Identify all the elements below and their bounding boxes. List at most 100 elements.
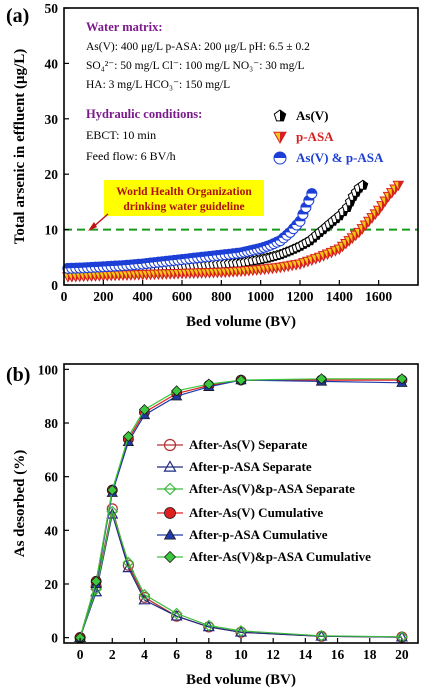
panel-b-x-axis-label: Bed volume (BV) [186, 672, 296, 688]
water-matrix-title: Water matrix: [86, 20, 162, 34]
legend-label: After-p-ASA Cumulative [189, 527, 328, 542]
panel-b-legend: After-As(V) Separate After-p-ASA Separate… [157, 437, 371, 564]
mixed-point-fill [306, 188, 317, 194]
panel-a-y-axis-label: Total arsenic in effluent (μg/L) [12, 49, 28, 244]
panel-a-axes: 0 200 400 600 800 1000 1200 1400 1600 0 10 20 30 40 50 [45, 1, 393, 304]
desorption-point [138, 593, 151, 605]
who-callout-box [104, 180, 264, 216]
legend-label: p-ASA [296, 129, 334, 144]
desorption-point [396, 373, 408, 385]
panel-b: (b) After-As(V) Separate After-p-ASA Sepa… [6, 362, 419, 688]
p-asa-point-fill [280, 132, 286, 143]
y-tick-label: 80 [45, 416, 59, 431]
panel-a-x-axis-label: Bed volume (BV) [186, 314, 296, 330]
x-tick-label: 0 [77, 647, 84, 662]
desorption-point [315, 373, 328, 385]
legend-label: After-As(V)&p-ASA Cumulative [189, 549, 371, 564]
desorption-point [138, 588, 151, 601]
x-tick-label: 20 [395, 647, 409, 662]
x-tick-label: 14 [299, 647, 313, 662]
panel-b-marks [74, 373, 408, 644]
who-callout: World Health Organization drinking water… [88, 180, 264, 231]
y-tick-label: 40 [45, 523, 59, 538]
desorption-point [202, 619, 215, 632]
x-tick-label: 12 [266, 647, 280, 662]
mixed-point-fill [274, 152, 286, 158]
hydraulic-line-1: EBCT: 10 min [86, 128, 156, 142]
x-tick-label: 200 [93, 289, 114, 304]
y-tick-label: 100 [38, 362, 59, 377]
desorption-point [315, 629, 328, 642]
x-tick-label: 2 [109, 647, 116, 662]
x-tick-label: 10 [234, 647, 248, 662]
desorption-point [90, 575, 102, 587]
y-tick-label: 0 [51, 278, 58, 293]
y-tick-label: 50 [45, 1, 59, 16]
x-tick-label: 6 [173, 647, 180, 662]
series-line [79, 509, 402, 638]
who-callout-line-2: drinking water guideline [123, 201, 244, 213]
legend-label: After-p-ASA Separate [189, 459, 312, 474]
who-callout-line-1: World Health Organization [116, 186, 252, 198]
series-p-asa [62, 180, 405, 283]
hydraulic-line-2: Feed flow: 6 BV/h [86, 149, 176, 163]
panel-b-axes: 0 2 4 6 8 10 12 14 16 18 20 0 20 40 60 80 100 [38, 362, 409, 662]
desorption-point [122, 430, 134, 442]
panel-b-label: (b) [6, 364, 30, 386]
y-tick-label: 20 [45, 167, 59, 182]
panel-a-frame [63, 7, 419, 286]
y-tick-label: 10 [45, 223, 59, 238]
as-v-point-fill [280, 110, 286, 121]
desorption-point [235, 625, 247, 637]
panel-a-legend: As(V) p-ASA As(V) & p-ASA [273, 108, 384, 165]
desorption-point [163, 550, 177, 564]
desorption-point [163, 528, 177, 540]
legend-label: After-As(V) Cumulative [189, 505, 323, 520]
x-tick-label: 1600 [365, 289, 392, 304]
x-tick-label: 1400 [326, 289, 353, 304]
as-v-point-fill [362, 180, 368, 190]
desorption-point [138, 404, 151, 416]
desorption-point [203, 378, 215, 390]
x-tick-label: 1000 [247, 289, 274, 304]
series-line [79, 378, 402, 638]
panel-a-marks [62, 179, 405, 283]
desorption-point [122, 559, 134, 571]
x-tick-label: 16 [331, 647, 345, 662]
desorption-point [163, 438, 177, 452]
legend-label: As(V) [296, 108, 329, 123]
panel-b-y-axis-label: As desorbed (%) [12, 450, 28, 558]
y-tick-label: 20 [45, 577, 59, 592]
y-tick-label: 0 [51, 631, 58, 646]
y-tick-label: 30 [45, 112, 59, 127]
series-after-as-v-separate [74, 503, 408, 644]
legend-label: After-As(V) Separate [189, 437, 308, 452]
panel-a-info-box: Water matrix: As(V): 400 μg/L p-ASA: 200… [86, 20, 310, 163]
series-after-as-v-p-asa-cumulative [74, 373, 408, 644]
desorption-point [122, 556, 135, 569]
x-tick-label: 400 [133, 289, 154, 304]
water-matrix-line-2: SO₄²⁻: 50 mg/L Cl⁻: 100 mg/L NO₃⁻: 30 mg… [86, 60, 305, 72]
who-callout-arrowhead [88, 222, 97, 231]
x-tick-label: 800 [211, 289, 232, 304]
series-as-v-p-asa [62, 188, 318, 274]
x-tick-label: 8 [205, 647, 212, 662]
x-tick-label: 1200 [287, 289, 314, 304]
x-tick-label: 4 [141, 647, 148, 662]
desorption-point [171, 385, 183, 397]
desorption-point [170, 607, 183, 620]
y-tick-label: 40 [45, 56, 59, 71]
desorption-point [163, 482, 177, 496]
hydraulic-title: Hydraulic conditions: [86, 107, 202, 121]
water-matrix-line-3: HA: 3 mg/L HCO₃⁻: 150 mg/L [86, 79, 230, 91]
water-matrix-line-1: As(V): 400 μg/L p-ASA: 200 μg/L pH: 6.5 … [86, 41, 310, 53]
legend-label: After-As(V)&p-ASA Separate [189, 481, 355, 496]
desorption-point [235, 374, 247, 386]
y-tick-label: 60 [45, 470, 59, 485]
p-asa-point-fill [398, 181, 404, 191]
x-tick-label: 600 [172, 289, 193, 304]
desorption-point [164, 507, 176, 519]
desorption-point [163, 460, 177, 472]
x-tick-label: 0 [61, 289, 68, 304]
